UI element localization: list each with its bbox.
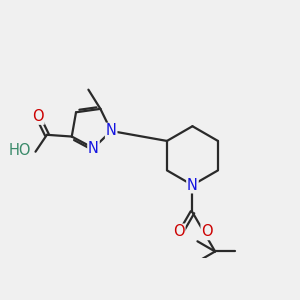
Text: O: O <box>173 224 185 239</box>
Text: N: N <box>187 178 198 193</box>
Text: N: N <box>88 141 99 156</box>
Text: O: O <box>201 224 213 239</box>
Text: O: O <box>32 109 44 124</box>
Text: N: N <box>106 124 117 139</box>
Text: HO: HO <box>8 143 31 158</box>
